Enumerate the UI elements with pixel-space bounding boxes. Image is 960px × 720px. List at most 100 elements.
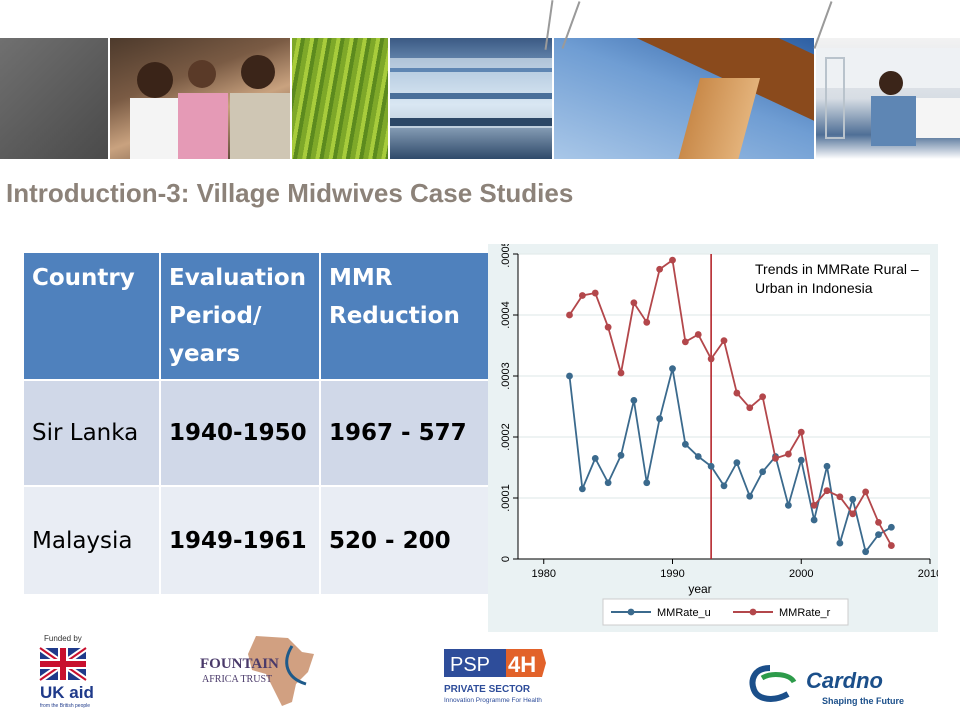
chart-panel: 0 .0001 .0002 .0003 .0004 .0005 1980 1990 2000 20…: [488, 240, 942, 632]
data-point-MMRate_r: [604, 323, 612, 331]
data-point-MMRate_u: [875, 531, 882, 538]
data-point-MMRate_u: [681, 440, 689, 448]
data-point-MMRate_r: [694, 331, 702, 338]
cardno-tagline: Shaping the Future: [822, 696, 904, 706]
data-point-MMRate_r: [591, 289, 599, 297]
data-point-MMRate_u: [617, 451, 625, 459]
banner-photo-rice: [292, 38, 388, 159]
data-point-MMRate_r: [720, 337, 728, 345]
cell-reduction: 520 - 200: [320, 485, 488, 594]
data-point-MMRate_r: [849, 510, 857, 518]
cell-country: Sir Lanka: [24, 379, 161, 486]
header-mmr-reduction: MMR Reduction: [320, 253, 488, 380]
ukaid-text: UK aid: [40, 683, 94, 702]
data-point-MMRate_u: [746, 492, 754, 500]
data-point-MMRate_u: [784, 501, 792, 509]
x-tick-label: 2010: [918, 568, 938, 580]
data-point-MMRate_r: [784, 450, 792, 458]
ukaid-subtext: from the British people: [40, 703, 90, 709]
data-point-MMRate_u: [810, 516, 818, 524]
data-point-MMRate_u: [797, 456, 805, 464]
data-point-MMRate_r: [797, 428, 805, 436]
data-point-MMRate_u: [669, 365, 676, 373]
y-tick-label: .0004: [500, 301, 512, 329]
data-point-MMRate_u: [643, 479, 651, 487]
slide-title: Introduction-3: Village Midwives Case St…: [6, 178, 574, 208]
legend-marker: [627, 608, 635, 616]
data-point-MMRate_u: [759, 468, 767, 476]
x-tick-label: 2000: [789, 568, 813, 580]
banner: [0, 38, 960, 159]
y-tick-label: .0003: [500, 362, 512, 390]
data-point-MMRate_u: [733, 459, 741, 467]
cardno-text: Cardno: [806, 668, 883, 693]
data-point-MMRate_u: [656, 415, 664, 423]
data-point-MMRate_u: [887, 523, 895, 531]
data-point-MMRate_u: [720, 482, 728, 490]
banner-grey-tile: [0, 38, 108, 159]
data-point-MMRate_r: [733, 389, 741, 397]
psp-line2: Innovation Programme For Health: [444, 697, 542, 704]
data-point-MMRate_r: [810, 501, 818, 509]
psp-number: 4H: [508, 652, 536, 677]
banner-photo-clinic: [816, 38, 960, 159]
data-point-MMRate_u: [849, 495, 857, 503]
data-point-MMRate_r: [669, 256, 676, 264]
data-point-MMRate_r: [759, 393, 767, 401]
legend-label: MMRate_u: [657, 607, 711, 619]
data-point-MMRate_u: [566, 372, 573, 380]
data-point-MMRate_u: [591, 454, 599, 462]
y-tick-label: .0001: [500, 484, 512, 512]
y-tick-label: 0: [500, 556, 512, 562]
psp-line1: PRIVATE SECTOR: [444, 684, 531, 695]
data-point-MMRate_u: [630, 397, 638, 404]
data-point-MMRate_r: [566, 311, 573, 319]
data-point-MMRate_r: [707, 355, 715, 363]
data-point-MMRate_u: [823, 462, 831, 470]
data-point-MMRate_u: [707, 462, 715, 470]
cell-reduction: 1967 - 577: [320, 379, 488, 486]
cell-period: 1940-1950: [160, 379, 321, 486]
data-point-MMRate_r: [746, 404, 754, 412]
table-row: Sir Lanka 1940-1950 1967 - 577: [24, 379, 488, 486]
cell-country: Malaysia: [24, 485, 161, 594]
y-tick-label: .0005: [500, 244, 512, 268]
psp-text: PSP: [450, 654, 490, 676]
chart-annotation: Trends in MMRate Rural –Urban in Indones…: [755, 261, 919, 296]
data-point-MMRate_u: [604, 479, 612, 487]
data-point-MMRate_r: [630, 299, 638, 307]
data-point-MMRate_r: [656, 265, 664, 273]
data-point-MMRate_u: [862, 548, 870, 556]
ukaid-logo: UK aid from the British people: [36, 644, 98, 710]
table-row: Malaysia 1949-1961 520 - 200: [24, 485, 488, 594]
funded-by-label: Funded by: [44, 634, 82, 643]
header-country: Country: [24, 253, 161, 380]
series-line-MMRate_u: [568, 368, 892, 554]
header-evaluation-period: Evaluation Period/ years: [160, 253, 321, 380]
x-axis-label: year: [688, 582, 711, 596]
plot-area: [518, 254, 930, 559]
banner-photo-dam: [390, 38, 552, 159]
psp4h-logo: PSP 4H PRIVATE SECTOR Innovation Program…: [442, 645, 552, 705]
cell-period: 1949-1961: [160, 485, 321, 594]
fountain-africa-trust-logo: FOUNTAIN AFRICA TRUST: [196, 632, 336, 710]
legend-label: MMRate_r: [779, 607, 831, 619]
mmr-table: Country Evaluation Period/ years MMR Red…: [24, 253, 488, 594]
data-point-MMRate_u: [578, 485, 586, 493]
table-header-row: Country Evaluation Period/ years MMR Red…: [24, 253, 488, 380]
data-point-MMRate_r: [681, 338, 689, 346]
mmrate-chart: 0 .0001 .0002 .0003 .0004 .0005 1980 1990 2000 20…: [500, 240, 942, 626]
data-point-MMRate_r: [643, 318, 651, 326]
data-point-MMRate_r: [862, 488, 870, 496]
data-point-MMRate_u: [836, 539, 844, 547]
cardno-logo: Cardno Shaping the Future: [748, 660, 928, 710]
data-point-MMRate_r: [875, 519, 882, 526]
fountain-line2: AFRICA TRUST: [202, 674, 272, 685]
data-point-MMRate_u: [694, 453, 702, 460]
x-tick-label: 1990: [660, 568, 684, 580]
data-point-MMRate_r: [823, 487, 831, 495]
data-point-MMRate_r: [836, 493, 844, 501]
data-point-MMRate_r: [772, 454, 779, 462]
banner-photo-bridge: [554, 38, 814, 159]
data-point-MMRate_r: [578, 292, 586, 299]
